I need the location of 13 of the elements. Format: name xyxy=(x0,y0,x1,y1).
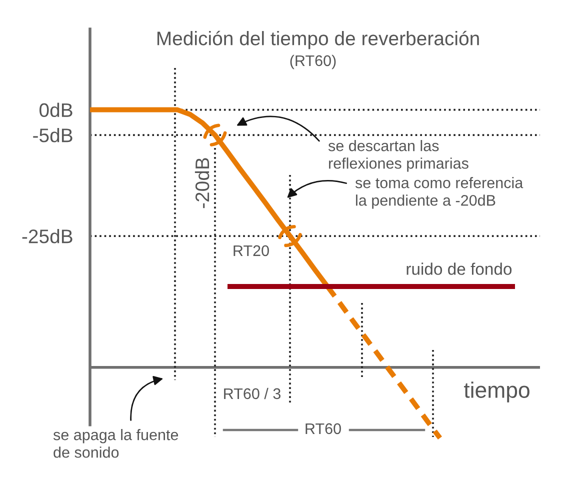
series-label: ruido de fondo xyxy=(406,262,512,275)
text: (RT60) xyxy=(290,54,336,70)
annotation: -20dB xyxy=(194,158,210,208)
chart-title: Medición del tiempo de reverberación xyxy=(157,30,479,50)
annotation: RT60 / 3 xyxy=(224,388,280,400)
annotation: RT60 xyxy=(306,423,341,434)
y-tick-label: 0dB xyxy=(39,102,72,118)
annotation: se toma como referencia la pendiente a -20dB xyxy=(355,177,524,209)
annotation: RT20 xyxy=(234,245,269,256)
annotation: se apaga la fuente de sonido xyxy=(53,429,178,458)
y-tick-label: -5dB xyxy=(33,128,72,142)
x-axis-title: tiempo xyxy=(464,382,530,402)
y-tick-label: -25dB xyxy=(22,229,72,244)
